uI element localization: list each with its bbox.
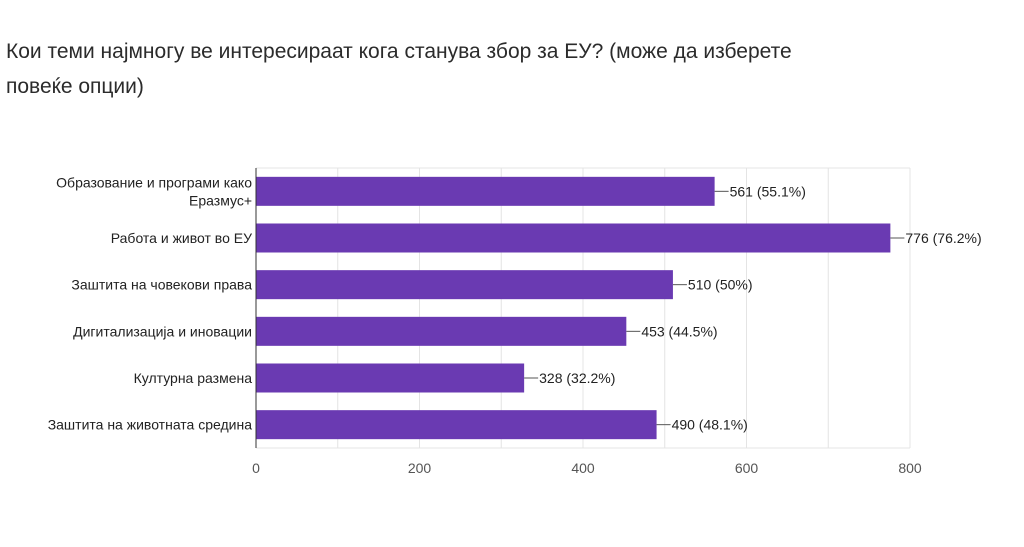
bar	[256, 270, 673, 300]
category-label: Дигитализација и иновации	[73, 323, 252, 339]
data-label: 328 (32.2%)	[539, 370, 615, 386]
data-label: 510 (50%)	[688, 277, 753, 293]
x-tick-label: 800	[898, 460, 922, 476]
data-label: 561 (55.1%)	[730, 183, 806, 199]
data-label: 776 (76.2%)	[905, 230, 981, 246]
category-label: Образование и програми како	[56, 174, 252, 190]
category-label: Културна размена	[134, 370, 253, 386]
x-tick-label: 600	[735, 460, 759, 476]
data-label: 453 (44.5%)	[641, 323, 717, 339]
x-tick-label: 400	[571, 460, 595, 476]
x-axis-ticks: 0 200 400 600 800	[252, 460, 922, 476]
category-label: Заштита на животната средина	[48, 417, 253, 433]
bar	[256, 223, 891, 253]
bar	[256, 316, 627, 346]
category-label: Еразмус+	[189, 192, 252, 208]
bar	[256, 410, 657, 440]
category-label: Работа и живот во ЕУ	[111, 230, 252, 246]
gridlines	[256, 167, 911, 449]
bars: 561 (55.1%) 776 (76.2%) 510 (50%) 453 (44.5…	[256, 176, 982, 440]
category-labels: Образование и програми како Еразмус+ Работ…	[48, 174, 253, 432]
x-tick-label: 200	[408, 460, 432, 476]
category-label: Заштита на човекови права	[71, 277, 252, 293]
bar	[256, 176, 715, 206]
chart-title: Кои теми најмногу ве интересираат кога с…	[6, 40, 792, 98]
bar	[256, 363, 525, 393]
x-tick-label: 0	[252, 460, 260, 476]
data-label: 490 (48.1%)	[672, 417, 748, 433]
